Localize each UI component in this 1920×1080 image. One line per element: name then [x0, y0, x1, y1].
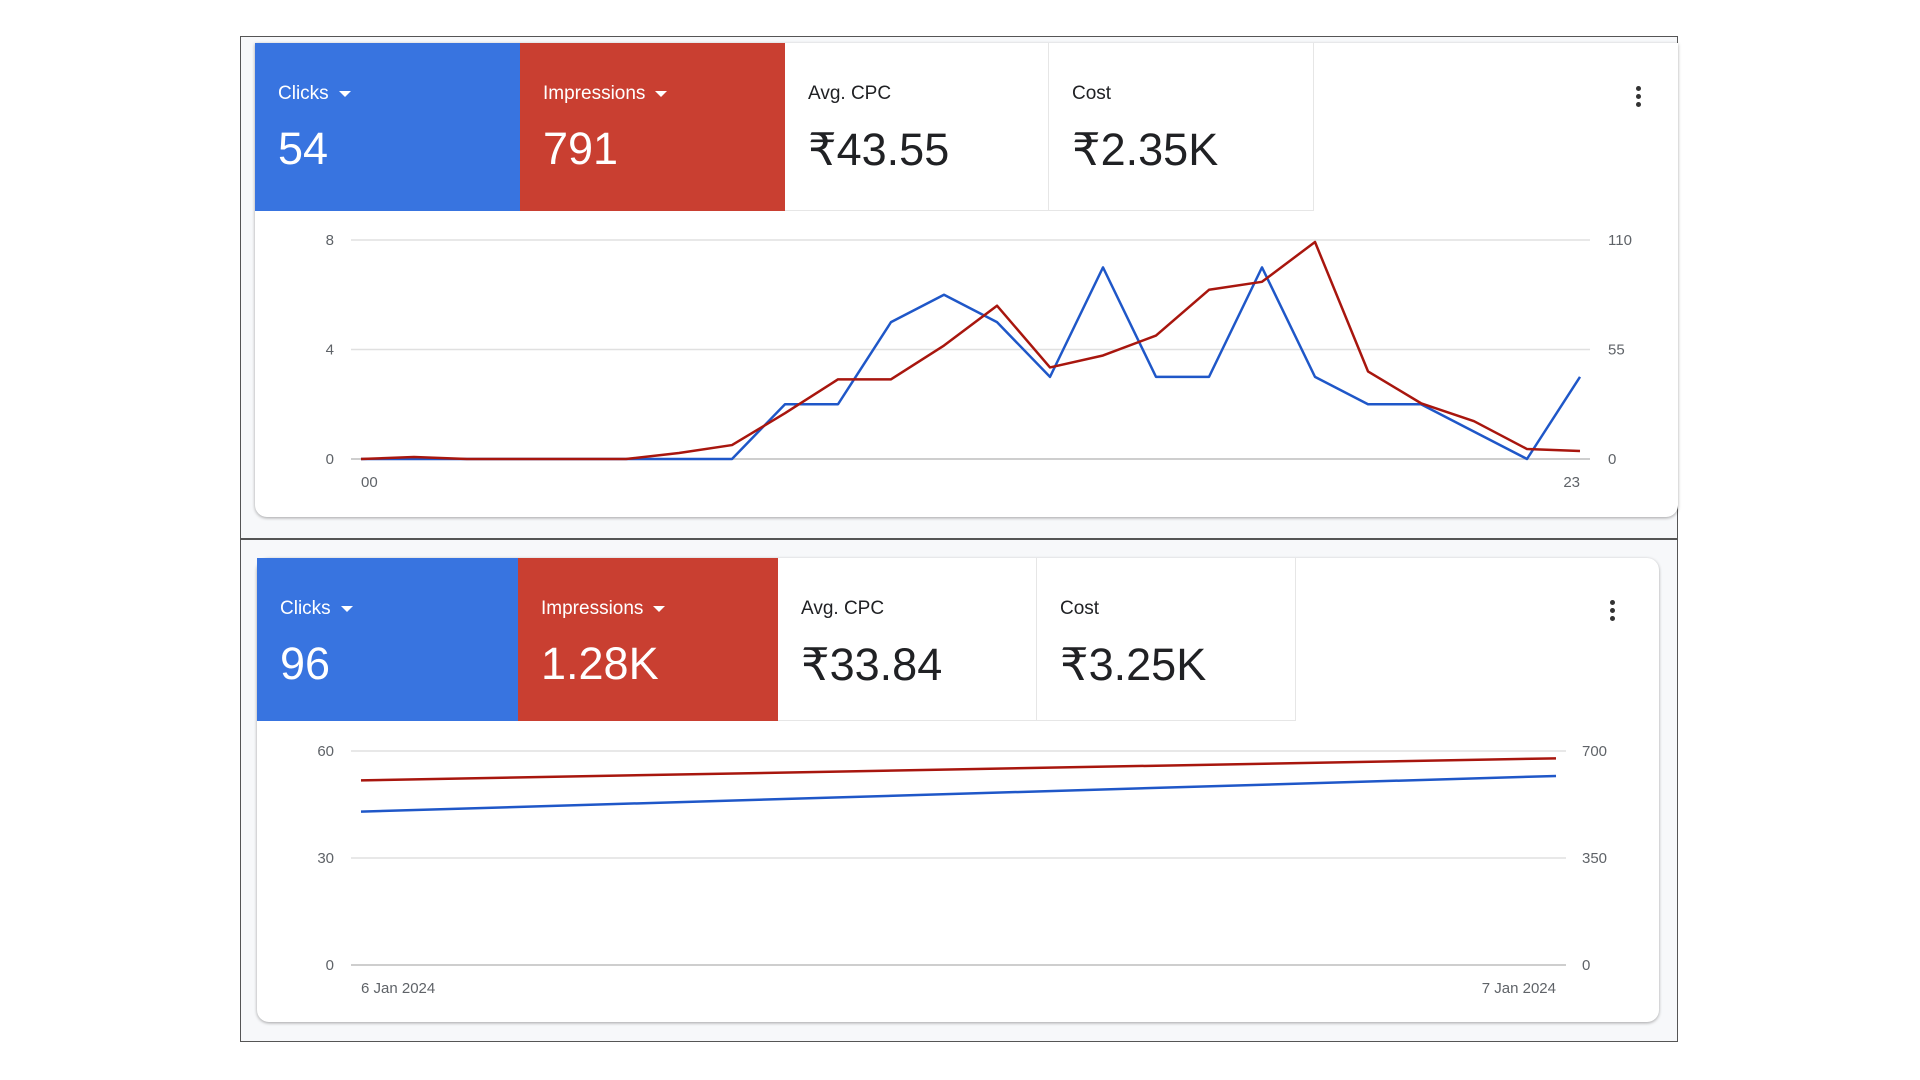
x-tick-label: 7 Jan 2024 — [1482, 980, 1556, 997]
caret-down-icon — [653, 605, 666, 612]
performance-card-daily: Clicks 96 Impressions 1.28K Avg. CPC ₹33… — [257, 558, 1659, 1022]
y-left-tick-label: 4 — [326, 342, 334, 359]
metric-tile-cost[interactable]: Cost ₹3.25K — [1037, 558, 1296, 721]
series-line-clicks — [360, 774, 1557, 813]
caret-down-icon — [338, 90, 351, 97]
caret-down-icon — [655, 90, 668, 97]
series-line-impressions — [360, 240, 1581, 461]
metric-label: Avg. CPC — [808, 83, 892, 104]
metric-tile-cost[interactable]: Cost ₹2.35K — [1049, 43, 1314, 211]
more-vert-icon[interactable] — [1636, 86, 1642, 110]
metric-label: Clicks — [278, 83, 329, 104]
clicks-dropdown[interactable]: Clicks — [280, 598, 353, 620]
series-line-impressions — [360, 757, 1557, 782]
y-right-tick-label: 350 — [1582, 850, 1607, 867]
x-tick-label: 00 — [361, 474, 378, 491]
more-vert-icon[interactable] — [1610, 600, 1616, 624]
metric-tile-clicks[interactable]: Clicks 54 — [255, 43, 520, 211]
impressions-dropdown[interactable]: Impressions — [543, 83, 668, 105]
caret-down-icon — [340, 605, 353, 612]
x-tick-label: 23 — [1563, 474, 1580, 491]
metric-tile-avg-cpc[interactable]: Avg. CPC ₹33.84 — [778, 558, 1037, 721]
metric-value: 791 — [543, 123, 619, 174]
metric-value: ₹33.84 — [801, 639, 943, 690]
y-left-tick-label: 30 — [317, 850, 334, 867]
metric-value: ₹43.55 — [808, 124, 950, 175]
y-left-tick-label: 60 — [317, 743, 334, 760]
clicks-dropdown[interactable]: Clicks — [278, 83, 351, 105]
metric-value: ₹3.25K — [1060, 639, 1207, 690]
performance-card-hourly: Clicks 54 Impressions 791 Avg. CPC ₹43.5… — [255, 43, 1678, 517]
metric-label: Cost — [1072, 83, 1112, 104]
y-right-tick-label: 0 — [1608, 451, 1616, 468]
metric-label: Impressions — [541, 598, 644, 619]
y-left-tick-label: 0 — [326, 957, 334, 974]
y-left-tick-label: 0 — [326, 451, 334, 468]
series-line-clicks — [361, 266, 1582, 461]
x-tick-label: 6 Jan 2024 — [361, 980, 435, 997]
metric-label: Clicks — [280, 598, 331, 619]
y-left-tick-label: 8 — [326, 232, 334, 249]
metric-value: 96 — [280, 638, 331, 689]
metric-tile-clicks[interactable]: Clicks 96 — [257, 558, 518, 721]
metric-value: ₹2.35K — [1072, 124, 1219, 175]
metric-label: Impressions — [543, 83, 646, 104]
metric-tile-impressions[interactable]: Impressions 1.28K — [518, 558, 778, 721]
impressions-dropdown[interactable]: Impressions — [541, 598, 666, 620]
metric-label: Cost — [1060, 598, 1100, 619]
y-right-tick-label: 0 — [1582, 957, 1590, 974]
metric-value: 1.28K — [541, 638, 659, 689]
y-right-tick-label: 110 — [1608, 232, 1632, 249]
y-right-tick-label: 55 — [1608, 342, 1625, 359]
metric-value: 54 — [278, 123, 329, 174]
metric-tile-avg-cpc[interactable]: Avg. CPC ₹43.55 — [785, 43, 1049, 211]
metric-label: Avg. CPC — [801, 598, 885, 619]
panel-divider — [240, 538, 1678, 540]
metric-tile-impressions[interactable]: Impressions 791 — [520, 43, 785, 211]
y-right-tick-label: 700 — [1582, 743, 1607, 760]
